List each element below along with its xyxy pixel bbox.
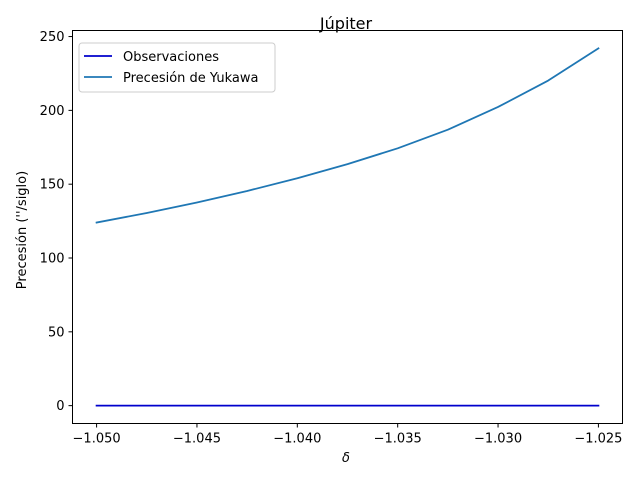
x-tick-label: −1.030: [474, 432, 522, 447]
x-tick-label: −1.045: [173, 432, 221, 447]
x-tick-label: −1.035: [374, 432, 422, 447]
x-tick-label: −1.050: [73, 432, 121, 447]
legend-box: [78, 42, 276, 93]
y-axis-ticks: 0 50 100 150 200 250: [40, 30, 73, 414]
y-tick-label: 100: [40, 252, 65, 267]
series-line-1: [95, 47, 600, 224]
y-tick-label: 150: [40, 178, 65, 193]
y-axis-label: Precesión (''/siglo): [15, 171, 30, 289]
y-tick-label: 250: [40, 30, 65, 45]
plot-frame: [72, 30, 623, 424]
y-tick-label: 0: [56, 399, 64, 414]
chart-title: Júpiter: [319, 14, 373, 33]
x-axis-ticks: −1.050 −1.045 −1.040 −1.035 −1.030 −1.025: [73, 423, 622, 447]
plot-lines: [95, 47, 600, 407]
legend: Observaciones Precesión de Yukawa: [78, 42, 276, 93]
x-tick-label: −1.025: [574, 432, 622, 447]
legend-label-precesion-de-yukawa: Precesión de Yukawa: [123, 71, 258, 86]
y-tick-label: 200: [40, 104, 65, 119]
x-axis-label: δ: [342, 451, 350, 466]
x-tick-label: −1.040: [273, 432, 321, 447]
legend-label-observaciones: Observaciones: [123, 50, 219, 65]
y-tick-label: 50: [48, 325, 65, 340]
